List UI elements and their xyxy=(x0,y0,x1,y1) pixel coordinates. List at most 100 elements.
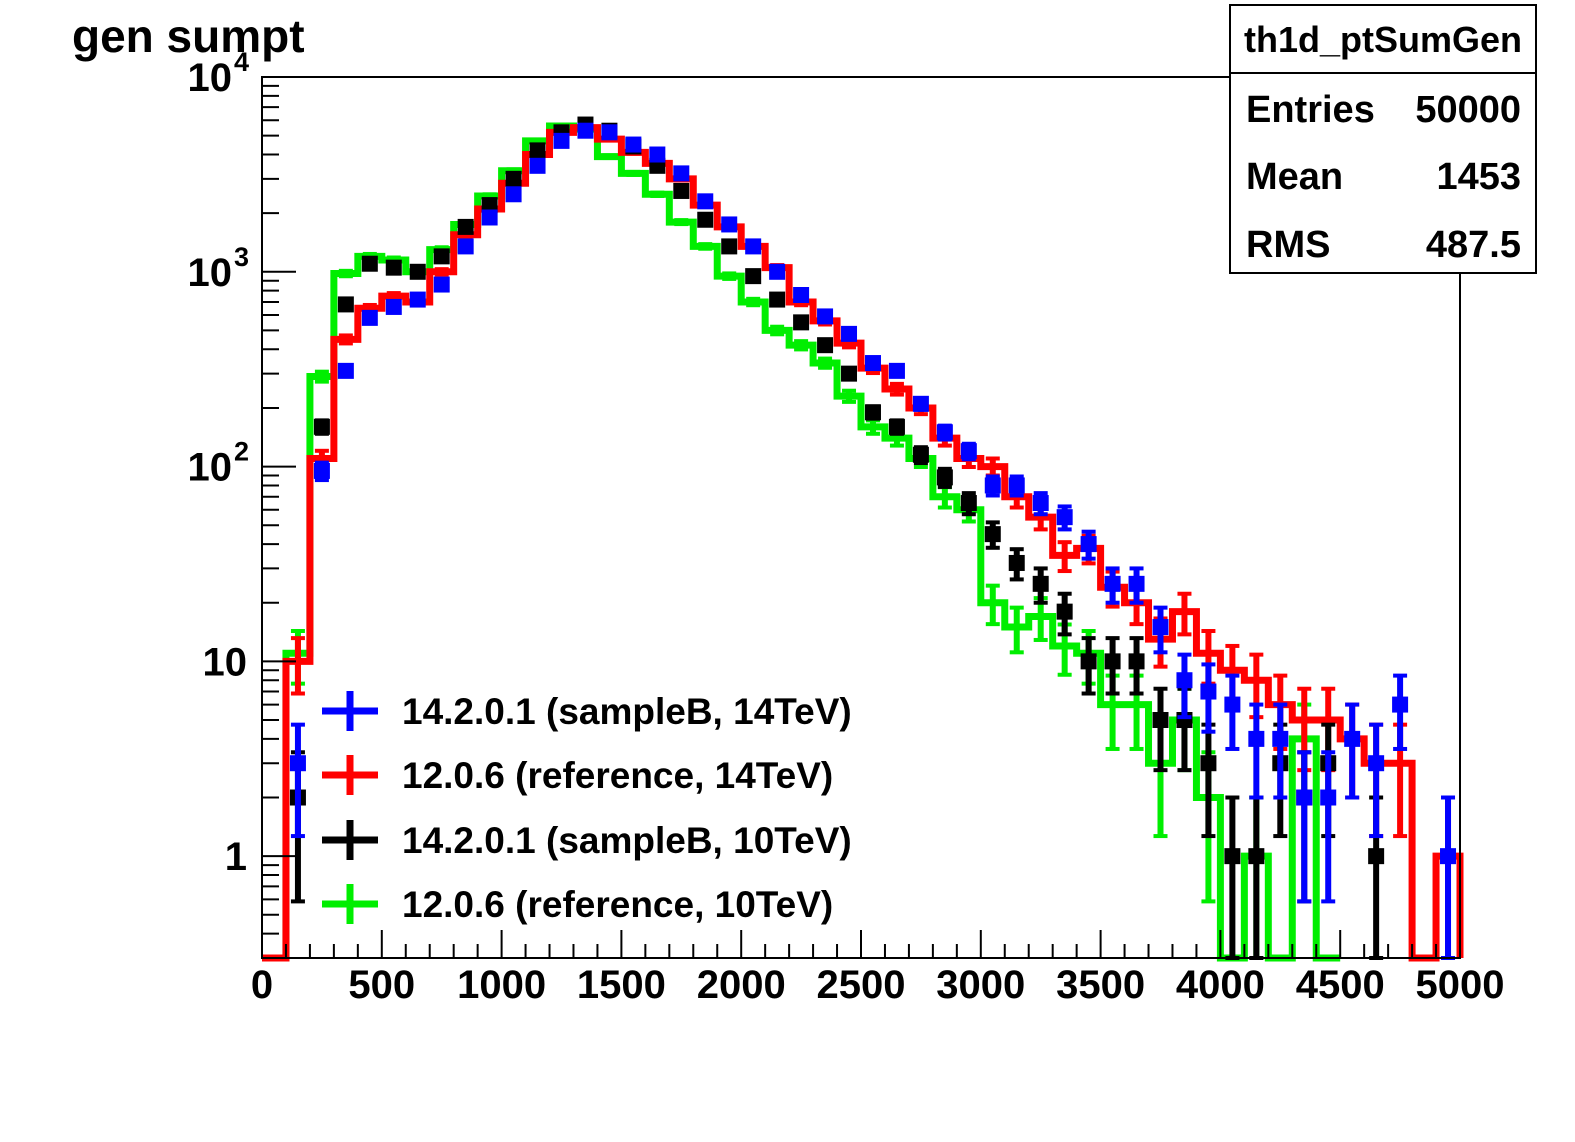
data-marker xyxy=(793,287,810,304)
y-tick-label: 10 xyxy=(188,251,233,295)
data-marker xyxy=(841,365,858,382)
data-marker xyxy=(361,309,378,326)
data-marker xyxy=(1296,789,1313,806)
y-tick-label: 1 xyxy=(225,835,247,879)
x-tick-label: 500 xyxy=(348,963,415,1007)
data-marker xyxy=(1104,575,1121,592)
data-marker xyxy=(721,216,738,233)
data-marker xyxy=(1368,848,1385,865)
data-marker xyxy=(457,218,474,235)
y-tick-label: 10 xyxy=(188,446,233,490)
data-marker xyxy=(817,308,834,325)
data-marker xyxy=(337,362,354,379)
x-tick-label: 0 xyxy=(251,963,273,1007)
x-tick-label: 5000 xyxy=(1416,963,1505,1007)
data-marker xyxy=(409,291,426,308)
y-tick-label: 10 xyxy=(203,640,248,684)
data-marker xyxy=(649,146,666,163)
x-tick-label: 4000 xyxy=(1176,963,1265,1007)
data-marker xyxy=(1152,619,1169,636)
data-marker xyxy=(1248,848,1265,865)
series-layer xyxy=(262,116,1464,962)
data-marker xyxy=(457,238,474,255)
data-marker xyxy=(1368,755,1385,772)
data-marker xyxy=(673,165,690,182)
stats-mean-label: Mean xyxy=(1246,156,1343,198)
x-tick-label: 4500 xyxy=(1296,963,1385,1007)
chart-title: gen sumpt xyxy=(72,10,305,62)
stats-rms-label: RMS xyxy=(1246,224,1330,266)
data-marker xyxy=(1008,554,1025,571)
data-marker xyxy=(864,404,881,421)
data-marker xyxy=(1272,730,1289,747)
data-marker xyxy=(984,477,1001,494)
legend: 14.2.0.1 (sampleB, 14TeV) 12.0.6 (referen… xyxy=(322,691,852,925)
data-marker xyxy=(936,424,953,441)
data-marker xyxy=(1200,683,1217,700)
data-marker xyxy=(289,755,306,772)
data-marker xyxy=(817,337,834,354)
data-marker xyxy=(409,263,426,280)
legend-label: 14.2.0.1 (sampleB, 10TeV) xyxy=(402,820,852,861)
y-tick-exponent: 2 xyxy=(234,437,249,467)
data-marker xyxy=(529,157,546,174)
data-marker xyxy=(936,469,953,486)
stats-mean-value: 1453 xyxy=(1436,156,1521,198)
x-tick-label: 1500 xyxy=(577,963,666,1007)
data-marker xyxy=(841,325,858,342)
data-marker xyxy=(745,238,762,255)
data-marker xyxy=(960,495,977,512)
data-marker xyxy=(1008,477,1025,494)
data-marker xyxy=(1080,653,1097,670)
data-marker xyxy=(361,255,378,272)
data-marker xyxy=(960,443,977,460)
data-marker xyxy=(1056,603,1073,620)
y-tick-label: 10 xyxy=(188,56,233,100)
y-tick-exponent: 4 xyxy=(234,47,249,77)
data-marker xyxy=(912,446,929,463)
data-marker xyxy=(888,418,905,435)
data-marker xyxy=(864,355,881,372)
stats-box-frame xyxy=(1229,4,1537,274)
data-marker xyxy=(313,418,330,435)
stats-entries-value: 50000 xyxy=(1415,89,1521,131)
data-marker xyxy=(529,142,546,159)
data-marker xyxy=(745,268,762,285)
data-marker xyxy=(505,170,522,187)
data-marker xyxy=(385,298,402,315)
data-marker xyxy=(505,186,522,203)
data-marker xyxy=(1104,653,1121,670)
data-marker xyxy=(433,248,450,265)
data-marker xyxy=(912,395,929,412)
data-marker xyxy=(697,193,714,210)
data-marker xyxy=(601,124,618,141)
data-marker xyxy=(1080,536,1097,553)
data-marker xyxy=(721,238,738,255)
y-tick-exponent: 3 xyxy=(234,242,249,272)
data-marker xyxy=(1320,789,1337,806)
data-marker xyxy=(769,263,786,280)
data-marker xyxy=(1128,653,1145,670)
data-marker xyxy=(1248,730,1265,747)
legend-label: 14.2.0.1 (sampleB, 14TeV) xyxy=(402,691,852,732)
data-marker xyxy=(385,259,402,276)
data-marker xyxy=(673,182,690,199)
data-marker xyxy=(1152,711,1169,728)
data-marker xyxy=(1440,848,1457,865)
data-marker xyxy=(697,211,714,228)
data-marker xyxy=(1056,509,1073,526)
axes-layer: 0 500 1000 1500 2000 2500 3000 3500 4000 4500 5000… xyxy=(188,47,1505,1007)
data-marker xyxy=(984,526,1001,543)
data-marker xyxy=(793,314,810,331)
x-tick-label: 3500 xyxy=(1056,963,1145,1007)
data-marker xyxy=(481,209,498,226)
data-marker xyxy=(1344,730,1361,747)
stats-box: th1d_ptSumGen Entries 50000 Mean 1453 RM… xyxy=(1229,4,1537,274)
data-marker xyxy=(1032,495,1049,512)
data-marker xyxy=(888,362,905,379)
data-marker xyxy=(313,462,330,479)
data-marker xyxy=(337,296,354,313)
data-marker xyxy=(1200,755,1217,772)
data-marker xyxy=(481,197,498,214)
